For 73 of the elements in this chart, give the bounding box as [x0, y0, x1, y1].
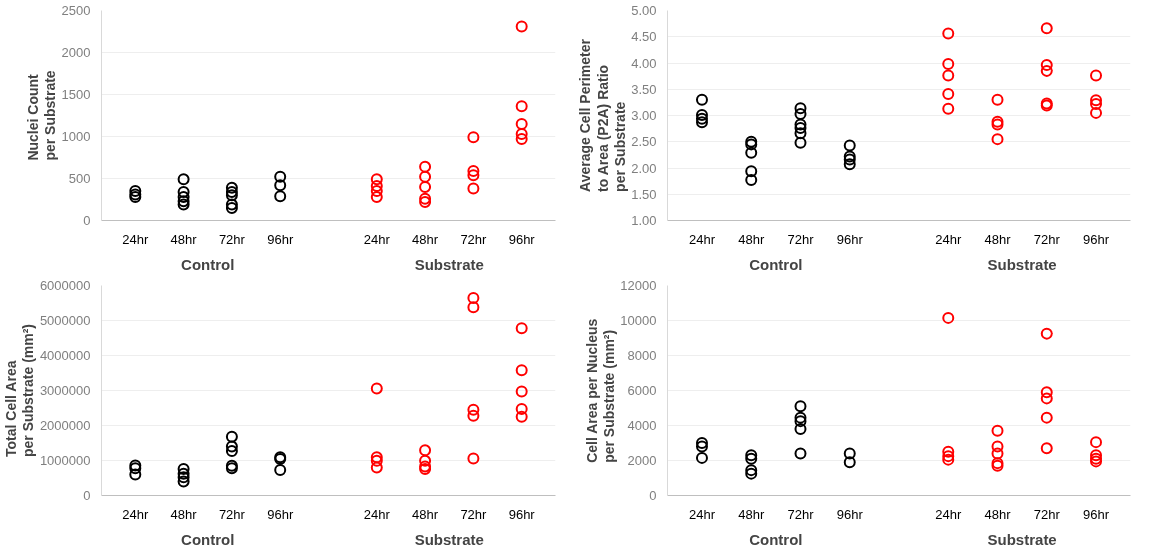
- y-tick-label: 500: [68, 171, 91, 186]
- x-tick-label: 96hr: [508, 506, 536, 522]
- x-tick-label: 48hr: [984, 506, 1012, 522]
- x-tick-label: 48hr: [412, 231, 439, 247]
- x-tick-label: 96hr: [267, 506, 294, 522]
- y-tick-label: 2.00: [631, 160, 657, 176]
- y-tick-label: 2000: [61, 45, 91, 60]
- y-tick-label: 8000: [627, 348, 657, 363]
- x-tick-label: 24hr: [363, 506, 391, 522]
- x-tick-label: 96hr: [267, 231, 294, 247]
- x-tick-label: 72hr: [787, 506, 815, 522]
- x-tick-label: 24hr: [122, 506, 149, 522]
- y-tick-label: 0: [83, 488, 91, 503]
- y-axis-title: Cell Area per Nucleus per Substrate (mm²): [583, 318, 618, 463]
- x-tick-label: 96hr: [836, 231, 864, 247]
- y-tick-label: 3.00: [631, 108, 657, 123]
- x-tick-label: 48hr: [738, 506, 765, 522]
- text: Control: [181, 530, 235, 548]
- x-tick-label: 72hr: [460, 506, 488, 522]
- x-tick-label: 72hr: [218, 506, 246, 522]
- y-tick-label: 1000000: [39, 453, 91, 468]
- text: Substrate: [414, 530, 484, 548]
- x-tick-label: 96hr: [1083, 506, 1110, 522]
- y-tick-label: 1500: [61, 87, 91, 102]
- text: Control: [749, 530, 803, 548]
- y-tick-label: 4000: [627, 418, 657, 433]
- text: Substrate: [987, 255, 1057, 273]
- text: Control: [749, 255, 803, 273]
- x-tick-label: 72hr: [1033, 506, 1061, 522]
- x-tick-label: 48hr: [170, 231, 198, 247]
- y-tick-label: 4000000: [39, 348, 91, 363]
- y-tick-label: 12000: [620, 278, 657, 293]
- y-axis-title: Nuclei Count per Substrate: [24, 70, 59, 161]
- text: Substrate: [987, 530, 1057, 548]
- x-tick-label: 72hr: [787, 231, 815, 247]
- y-tick-label: 0: [83, 213, 91, 228]
- y-tick-label: 6000: [627, 383, 657, 398]
- y-tick-label: 2500: [61, 3, 91, 18]
- x-tick-label: 24hr: [363, 231, 391, 247]
- x-tick-label: 72hr: [460, 231, 488, 247]
- x-tick-label: 72hr: [1033, 231, 1061, 247]
- y-tick-label: 10000: [620, 313, 657, 328]
- y-tick-label: 1.50: [631, 186, 657, 202]
- y-tick-label: 6000000: [39, 278, 91, 293]
- x-tick-label: 24hr: [935, 231, 962, 247]
- y-axis-title: Total Cell Area per Substrate (mm²): [2, 323, 37, 458]
- x-tick-label: 48hr: [738, 231, 765, 247]
- text: Substrate: [414, 255, 484, 273]
- x-tick-label: 48hr: [170, 506, 198, 522]
- x-tick-label: 24hr: [935, 506, 962, 522]
- y-tick-label: 3000000: [39, 383, 91, 398]
- y-axis-title: Average Cell Perimeter to Area (P2A) Ratio per Substrate: [577, 38, 629, 192]
- y-tick-label: 4.00: [631, 55, 657, 71]
- y-tick-label: 4.50: [631, 29, 657, 45]
- y-tick-label: 1.00: [631, 213, 657, 228]
- y-tick-label: 5000000: [39, 313, 91, 328]
- x-tick-label: 24hr: [688, 506, 716, 522]
- x-tick-label: 96hr: [836, 506, 864, 522]
- y-tick-label: 2000000: [39, 418, 91, 433]
- x-tick-label: 72hr: [218, 231, 246, 247]
- y-tick-label: 2.50: [631, 134, 657, 150]
- y-tick-label: 5.00: [631, 3, 657, 18]
- y-tick-label: 3.50: [631, 81, 657, 97]
- y-tick-label: 2000: [627, 453, 657, 468]
- x-tick-label: 24hr: [688, 231, 716, 247]
- x-tick-label: 24hr: [122, 231, 149, 247]
- x-tick-label: 96hr: [1083, 231, 1110, 247]
- x-tick-label: 96hr: [508, 231, 536, 247]
- text: Control: [181, 255, 235, 273]
- x-tick-label: 48hr: [984, 231, 1012, 247]
- y-tick-label: 1000: [61, 129, 91, 144]
- y-tick-label: 0: [649, 488, 657, 503]
- x-tick-label: 48hr: [412, 506, 439, 522]
